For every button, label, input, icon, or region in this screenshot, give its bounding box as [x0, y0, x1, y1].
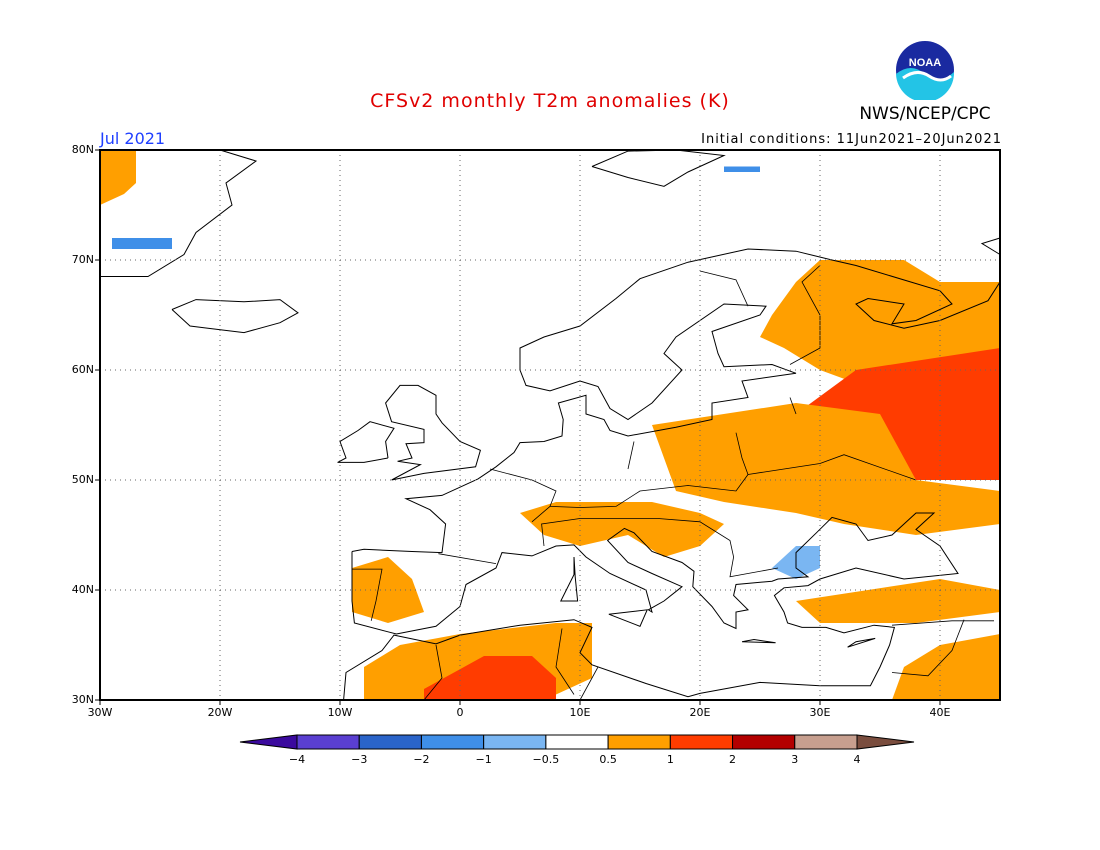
lon-label: 0 [456, 706, 464, 719]
border-line [699, 270, 749, 307]
anomaly-greenland-east [100, 150, 136, 205]
colorbar-arrow-right [856, 734, 915, 750]
colorbar-segment [732, 734, 796, 750]
border-line [541, 518, 779, 578]
colorbar-label: 3 [791, 753, 799, 766]
colorbar-label: 4 [853, 753, 861, 766]
colorbar-label: −4 [288, 753, 306, 766]
coastline-layer [100, 149, 1001, 701]
lon-label: 30W [87, 706, 113, 719]
anomaly-iberia [352, 557, 424, 623]
colorbar-label: −3 [351, 753, 368, 766]
anomaly-middle-east [892, 634, 1000, 700]
colorbar-segment [794, 734, 858, 750]
lat-label: 50N [71, 473, 94, 486]
lat-label: 30N [71, 693, 94, 706]
colorbar-label: 2 [729, 753, 737, 766]
coastline [608, 609, 649, 627]
svg-text:NOAA: NOAA [909, 57, 941, 69]
anomaly-fill-layer [100, 150, 1000, 700]
colorbar-label: 0.5 [599, 753, 617, 766]
lon-label: 30E [809, 706, 831, 719]
lat-label: 80N [71, 143, 94, 156]
anomaly-svalbard-cold [724, 166, 760, 172]
noaa-logo-icon: NOAA [896, 41, 955, 100]
map-title: CFSv2 monthly T2m anomalies (K) [370, 90, 730, 112]
lon-label: 20W [207, 706, 233, 719]
initial-conditions: Initial conditions: 11Jun2021–20Jun2021 [701, 132, 1002, 147]
colorbar-segment [296, 734, 360, 750]
coastline [385, 384, 482, 481]
coastline [337, 421, 395, 463]
colorbar-segment [483, 734, 547, 750]
coastline [559, 556, 579, 602]
lon-label: 10W [327, 706, 353, 719]
anomaly-anatolia [796, 579, 1000, 623]
coastline [343, 512, 959, 701]
border-line [891, 620, 994, 626]
agency-label: NWS/NCEP/CPC [859, 104, 991, 124]
border-line [438, 553, 497, 564]
border-line [489, 432, 749, 508]
border-line [352, 568, 383, 621]
lat-label: 40N [71, 583, 94, 596]
lat-label: 70N [71, 253, 94, 266]
anomaly-algeria-hot [424, 656, 556, 700]
colorbar-segment [358, 734, 422, 750]
lat-label: 60N [71, 363, 94, 376]
coastline [980, 237, 1001, 255]
colorbar-label: −2 [413, 753, 430, 766]
anomaly-eastern-europe [652, 403, 1000, 535]
border-line [579, 666, 599, 701]
lon-label: 10E [569, 706, 591, 719]
border-line [891, 619, 965, 677]
border-line [555, 628, 575, 695]
coastline [591, 149, 726, 187]
anomaly-greenland-cold [112, 238, 172, 249]
border-line [747, 454, 917, 481]
coastline [741, 638, 776, 644]
graticule [95, 149, 1000, 705]
border-line [531, 506, 551, 523]
lon-label: 40E [929, 706, 951, 719]
coastline [847, 637, 876, 648]
colorbar-label: 1 [666, 753, 674, 766]
colorbar-arrow-left [239, 734, 298, 750]
lon-label: 20E [689, 706, 711, 719]
border-line [423, 644, 443, 701]
colorbar-segment [669, 734, 734, 750]
colorbar-segment [607, 734, 671, 750]
coastline [100, 149, 258, 277]
border-line [627, 441, 635, 470]
colorbar [239, 734, 915, 750]
colorbar-segment [420, 734, 485, 750]
border-line [789, 397, 797, 415]
colorbar-segment [545, 734, 609, 750]
colorbar-label: −0.5 [532, 753, 560, 766]
valid-month: Jul 2021 [100, 129, 166, 148]
colorbar-label: −1 [475, 753, 492, 766]
coastline [171, 299, 299, 334]
map-frame [99, 149, 1001, 701]
anomaly-central-europe [520, 502, 724, 557]
